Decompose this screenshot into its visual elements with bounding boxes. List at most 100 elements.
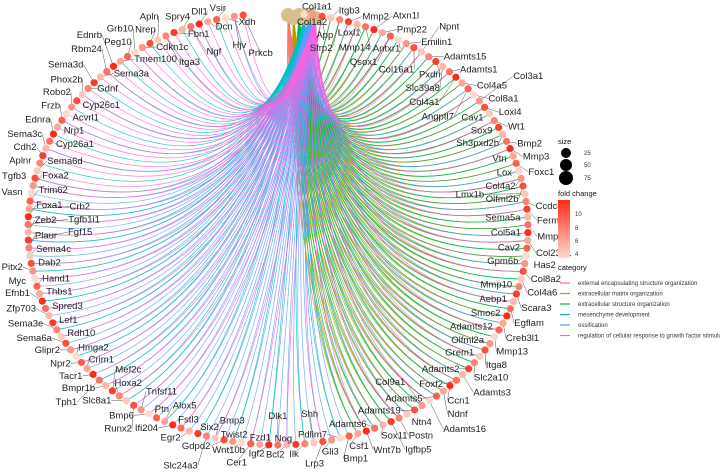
label-leader-line [309, 414, 315, 443]
label-leader-line [101, 35, 114, 67]
gene-label: Rbm24 [71, 44, 102, 55]
gene-node [138, 43, 146, 52]
gene-label: Mmp16 [537, 232, 569, 243]
gene-label: Vasn [2, 187, 23, 198]
gene-node [370, 25, 378, 34]
gene-node [58, 116, 66, 124]
label-leader-line [157, 16, 160, 40]
gene-node [274, 441, 282, 449]
gene-label: Col4a2 [485, 181, 515, 192]
network-edge [300, 14, 315, 443]
gene-node [41, 304, 50, 313]
network-edge [190, 17, 316, 106]
gene-label: Sfrp2 [310, 43, 333, 54]
gene-label: Fstl3 [178, 414, 199, 425]
gene-node [475, 97, 483, 105]
gene-node [26, 252, 34, 260]
gene-node [109, 62, 118, 70]
gene-label: Ednrb [77, 30, 102, 41]
gene-label: Sema3d [48, 60, 83, 71]
gene-node [153, 414, 161, 422]
network-edge [286, 17, 316, 445]
gene-label: Mmp3 [523, 151, 549, 162]
gene-node [178, 25, 186, 34]
gene-label: Ngf [207, 47, 222, 58]
label-leader-line [28, 231, 69, 241]
legend-size-title: size [558, 137, 571, 146]
gene-node [154, 35, 162, 44]
gene-node [33, 282, 41, 290]
gene-node [517, 275, 525, 283]
gene-node [90, 79, 98, 87]
network-edge [119, 17, 316, 397]
label-leader-line [234, 16, 240, 45]
gene-label: Zfp703 [6, 303, 36, 314]
gene-node [49, 130, 58, 138]
gene-node [230, 12, 238, 20]
gene-node [42, 144, 50, 152]
label-leader-line [77, 379, 100, 402]
gene-label: Ccn1 [448, 396, 470, 407]
gene-node [53, 123, 62, 131]
gene-label: App [316, 30, 333, 41]
gene-label: Vsir [210, 3, 226, 14]
gene-node [204, 18, 212, 26]
gene-node [432, 392, 441, 400]
gene-label: Sema6d [47, 156, 82, 167]
network-edge [52, 17, 316, 324]
gene-label: Hmga2 [78, 342, 109, 353]
gene-label: Robo2 [43, 87, 71, 98]
gene-label: Col1a2 [297, 17, 327, 28]
gene-node [247, 440, 255, 448]
legend-size-label: 50 [584, 163, 591, 169]
gene-label: Has2 [534, 260, 556, 271]
gene-node [27, 189, 36, 198]
fold-tick: 4 [575, 252, 579, 258]
gene-label: Smoc2 [471, 308, 501, 319]
gene-label: Peg10 [104, 37, 131, 48]
label-leader-line [365, 26, 371, 48]
gene-label: Cer1 [226, 457, 247, 468]
gene-node [480, 103, 489, 111]
gene-node [470, 91, 478, 99]
gene-label: Sh3pxd2b [456, 138, 499, 149]
network-edge [165, 17, 305, 110]
gene-label: Adamts2 [422, 364, 460, 375]
gene-node [177, 424, 185, 432]
gene-label: Loxl4 [499, 107, 522, 118]
label-leader-line [453, 88, 469, 117]
label-leader-line [165, 35, 180, 62]
network-edge [250, 14, 311, 444]
network-edge [315, 17, 528, 243]
gene-label: Adamts1 [460, 64, 498, 75]
gene-label: Npr2 [50, 358, 71, 369]
gene-label: Sema3c [7, 129, 42, 140]
gene-node [361, 23, 370, 31]
network-edge [180, 17, 316, 429]
gene-node [491, 333, 499, 341]
label-leader-line [377, 35, 391, 63]
gene-label: Ifi204 [135, 423, 158, 434]
gene-node [220, 436, 228, 444]
gene-label: Foxa2 [42, 170, 68, 181]
gene-node [523, 244, 531, 252]
gene-label: Slc8a1 [82, 396, 111, 407]
gene-label: Slc39a8 [406, 83, 440, 94]
gene-label: Adamts5 [385, 393, 423, 404]
network-edge [304, 14, 332, 441]
gene-label: Prkcb [249, 48, 273, 59]
gene-node [45, 312, 53, 320]
network-edge [120, 17, 305, 122]
gene-node [506, 145, 514, 153]
gene-node [524, 213, 532, 221]
gene-node [452, 73, 460, 81]
gene-node [145, 410, 153, 418]
gene-label: Vtn [492, 153, 506, 164]
gene-node [292, 440, 300, 449]
gene-label: Nog [275, 433, 292, 444]
gene-node [445, 68, 454, 76]
network-edge [157, 17, 316, 112]
gene-label: Ednra [25, 114, 51, 125]
gene-node [38, 297, 46, 305]
network-edge [92, 17, 316, 375]
